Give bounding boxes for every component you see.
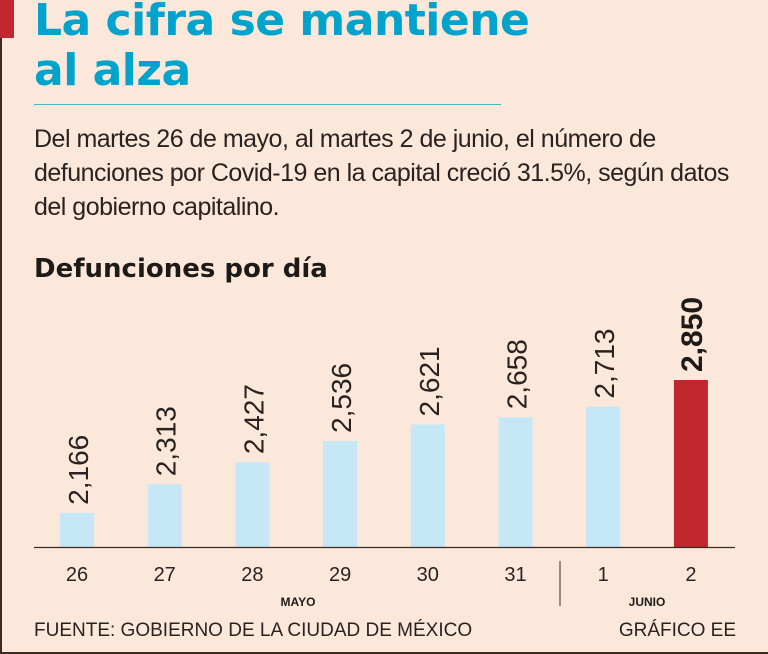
description: Del martes 26 de mayo, al martes 2 de ju… [34, 125, 729, 221]
value-label: 2,313 [151, 406, 182, 476]
credit-note: GRÁFICO EE [618, 620, 736, 641]
bar [498, 417, 533, 547]
title-line-2: al alza [34, 45, 191, 96]
bar [673, 380, 708, 547]
x-tick-label: 27 [154, 564, 176, 586]
bar [323, 440, 358, 547]
x-tick-label: 2 [685, 564, 696, 586]
x-tick-label: 1 [598, 564, 609, 586]
x-tick-label: 30 [417, 564, 439, 586]
value-label: 2,427 [238, 384, 269, 454]
page-title: La cifra se mantiene al alza [34, 0, 530, 96]
title-line-1: La cifra se mantiene [34, 0, 530, 46]
value-label: 2,536 [326, 363, 357, 433]
bar [410, 424, 445, 547]
source-note: FUENTE: GOBIERNO DE LA CIUDAD DE MÉXICO [34, 620, 473, 641]
bar [235, 462, 270, 547]
bar [147, 484, 182, 547]
value-label: 2,621 [414, 346, 445, 416]
value-label: 2,850 [676, 297, 709, 372]
x-tick-label: 26 [66, 564, 88, 586]
bar [586, 406, 621, 547]
bar [60, 512, 94, 547]
month-label: JUNIO [629, 595, 666, 609]
title-divider [34, 104, 501, 105]
x-tick-label: 28 [241, 564, 263, 586]
accent-mark [0, 0, 14, 38]
value-label: 2,166 [63, 435, 94, 505]
value-label: 2,713 [589, 329, 620, 399]
x-tick-label: 31 [504, 564, 526, 586]
month-label: MAYO [281, 595, 316, 609]
value-label: 2,658 [502, 339, 533, 409]
chart-title: Defunciones por día [34, 254, 328, 284]
x-tick-label: 29 [329, 564, 351, 586]
